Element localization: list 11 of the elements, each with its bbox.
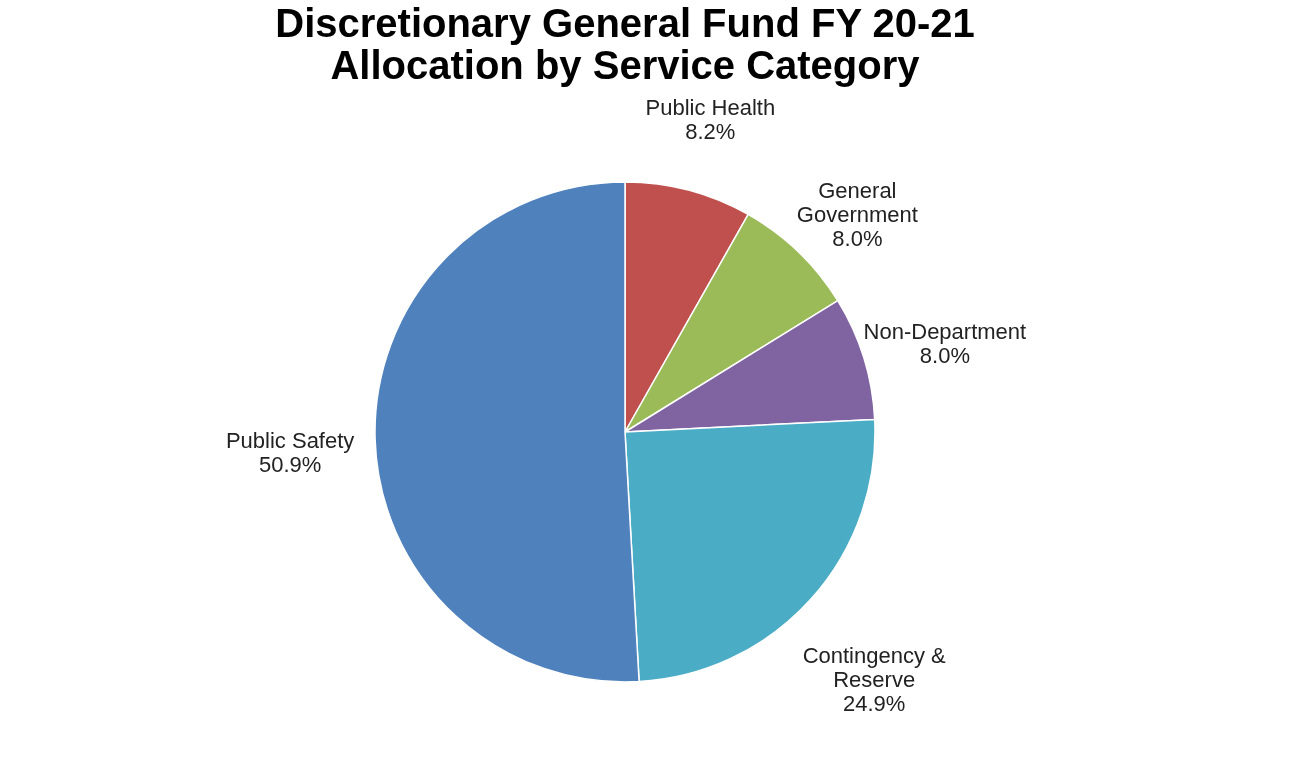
slice-label: Public Safety (225, 428, 355, 454)
data-label: 50.9% (258, 452, 322, 478)
data-label: 8.0% (919, 343, 970, 369)
text: Discretionary General Fund FY 20-21 (275, 1, 975, 46)
slice-label: Non-Department (863, 319, 1027, 345)
data-label: 8.2% (685, 119, 736, 145)
data-label: 8.0% (832, 225, 883, 251)
slice-label: Contingency & Reserve (802, 642, 947, 692)
slice-label: Public Health (645, 95, 776, 121)
data-label: 24.9% (842, 690, 906, 716)
slice-label: General Government (796, 177, 918, 227)
